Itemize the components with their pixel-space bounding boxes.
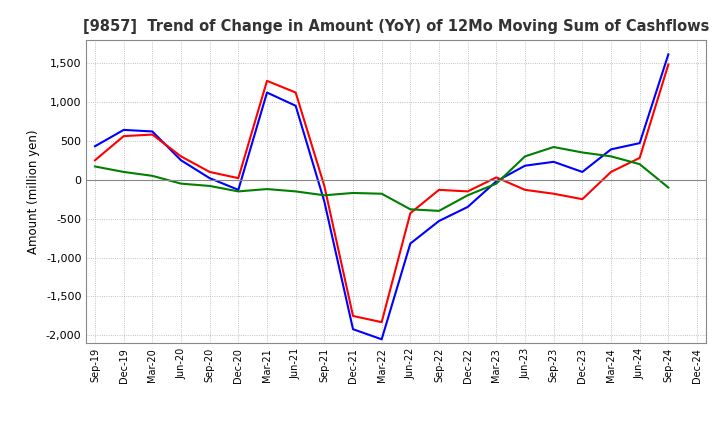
Operating Cashflow xyxy=(492,175,500,180)
Operating Cashflow xyxy=(91,158,99,163)
Free Cashflow xyxy=(176,158,185,163)
Operating Cashflow xyxy=(205,169,214,175)
Free Cashflow xyxy=(292,103,300,108)
Operating Cashflow xyxy=(348,313,357,319)
Operating Cashflow xyxy=(320,183,328,189)
Operating Cashflow xyxy=(148,132,157,137)
Free Cashflow xyxy=(263,90,271,95)
Operating Cashflow xyxy=(234,176,243,181)
Investing Cashflow xyxy=(148,173,157,179)
Investing Cashflow xyxy=(263,187,271,192)
Free Cashflow xyxy=(607,147,616,152)
Investing Cashflow xyxy=(377,191,386,196)
Investing Cashflow xyxy=(492,181,500,186)
Free Cashflow xyxy=(406,241,415,246)
Free Cashflow xyxy=(348,326,357,332)
Investing Cashflow xyxy=(120,169,128,175)
Free Cashflow xyxy=(148,129,157,134)
Line: Operating Cashflow: Operating Cashflow xyxy=(95,65,668,322)
Y-axis label: Amount (million yen): Amount (million yen) xyxy=(27,129,40,253)
Investing Cashflow xyxy=(464,193,472,198)
Operating Cashflow xyxy=(521,187,529,192)
Free Cashflow xyxy=(205,176,214,181)
Line: Free Cashflow: Free Cashflow xyxy=(95,55,668,339)
Investing Cashflow xyxy=(406,207,415,212)
Free Cashflow xyxy=(91,143,99,149)
Operating Cashflow xyxy=(635,155,644,161)
Investing Cashflow xyxy=(635,161,644,167)
Operating Cashflow xyxy=(435,187,444,192)
Free Cashflow xyxy=(521,163,529,169)
Investing Cashflow xyxy=(292,189,300,194)
Free Cashflow xyxy=(435,218,444,224)
Investing Cashflow xyxy=(664,185,672,190)
Investing Cashflow xyxy=(348,191,357,196)
Investing Cashflow xyxy=(320,193,328,198)
Investing Cashflow xyxy=(549,144,558,150)
Operating Cashflow xyxy=(292,90,300,95)
Line: Investing Cashflow: Investing Cashflow xyxy=(95,147,668,211)
Operating Cashflow xyxy=(607,169,616,175)
Operating Cashflow xyxy=(464,189,472,194)
Investing Cashflow xyxy=(607,154,616,159)
Operating Cashflow xyxy=(549,191,558,196)
Free Cashflow xyxy=(492,179,500,184)
Investing Cashflow xyxy=(578,150,587,155)
Operating Cashflow xyxy=(578,197,587,202)
Title: [9857]  Trend of Change in Amount (YoY) of 12Mo Moving Sum of Cashflows: [9857] Trend of Change in Amount (YoY) o… xyxy=(83,19,709,34)
Free Cashflow xyxy=(464,204,472,209)
Operating Cashflow xyxy=(406,211,415,216)
Operating Cashflow xyxy=(176,154,185,159)
Free Cashflow xyxy=(120,127,128,132)
Free Cashflow xyxy=(664,52,672,57)
Operating Cashflow xyxy=(120,133,128,139)
Investing Cashflow xyxy=(521,154,529,159)
Investing Cashflow xyxy=(234,189,243,194)
Free Cashflow xyxy=(578,169,587,175)
Investing Cashflow xyxy=(205,183,214,189)
Operating Cashflow xyxy=(377,319,386,325)
Free Cashflow xyxy=(320,199,328,204)
Free Cashflow xyxy=(635,140,644,146)
Investing Cashflow xyxy=(435,208,444,213)
Investing Cashflow xyxy=(91,164,99,169)
Free Cashflow xyxy=(549,159,558,165)
Investing Cashflow xyxy=(176,181,185,186)
Free Cashflow xyxy=(234,187,243,192)
Operating Cashflow xyxy=(263,78,271,84)
Free Cashflow xyxy=(377,337,386,342)
Operating Cashflow xyxy=(664,62,672,67)
